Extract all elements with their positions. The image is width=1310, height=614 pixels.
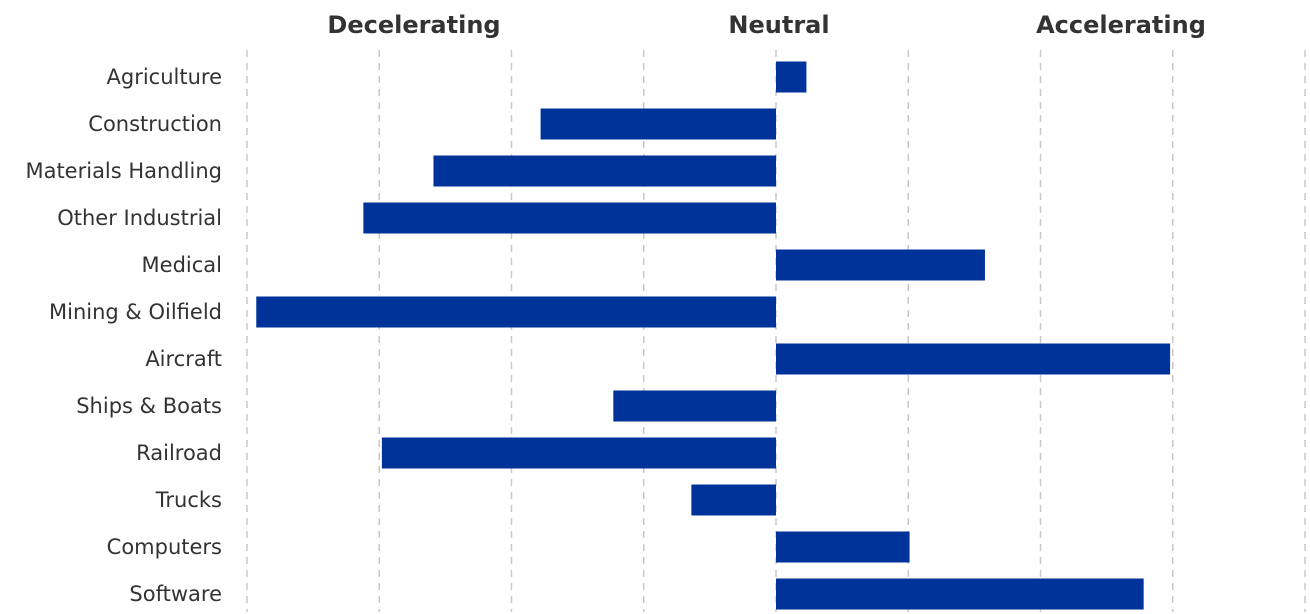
bar [363,202,776,234]
bar [691,484,776,516]
bar [776,343,1171,375]
bar [776,578,1144,610]
bar [256,296,776,328]
bars [256,61,1171,610]
category-label: Medical [142,253,222,277]
bar [381,437,776,469]
category-label: Trucks [155,488,222,512]
column-headers: Decelerating Neutral Accelerating [327,11,1206,39]
category-label: Mining & Oilfield [49,300,222,324]
category-label: Materials Handling [25,159,222,183]
category-label: Ships & Boats [76,394,222,418]
category-label: Software [129,582,222,606]
header-neutral: Neutral [728,11,829,39]
bar [613,390,776,422]
category-labels: Agriculture Construction Materials Handlin… [25,65,222,606]
gridlines [246,50,1306,612]
bar [776,249,985,281]
header-accelerating: Accelerating [1036,11,1206,39]
category-label: Agriculture [107,65,223,89]
bar [433,155,776,187]
bar [776,61,807,93]
bar [540,108,776,140]
category-label: Aircraft [145,347,222,371]
header-decelerating: Decelerating [327,11,500,39]
category-label: Other Industrial [57,206,222,230]
category-label: Computers [107,535,222,559]
category-label: Construction [88,112,222,136]
category-label: Railroad [136,441,222,465]
bar [776,531,910,563]
